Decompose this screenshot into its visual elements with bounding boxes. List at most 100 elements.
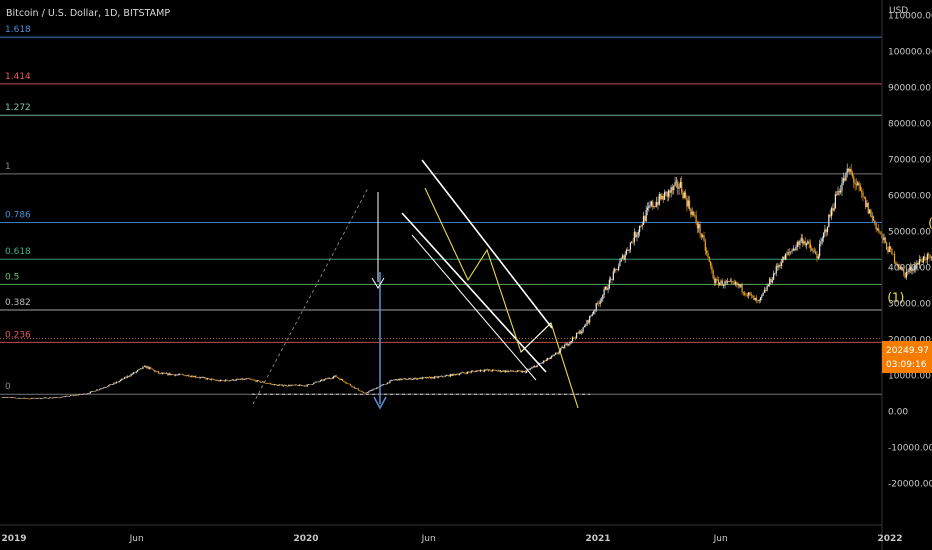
candle-body-476 [627,249,629,251]
candle-body-305 [402,378,404,380]
candle-body-699 [920,259,922,262]
price-axis[interactable]: 110000.00 100000.00 90000.00 80000.00 70000.… [881,0,932,550]
candle-body-437 [575,332,578,339]
candle-body-646 [850,169,852,173]
candle-body-510 [671,187,674,191]
candle-body-265 [349,384,352,386]
candle-body-22 [30,398,32,399]
candle-body-73 [97,389,99,391]
candle-body-597 [786,254,788,255]
candle-body-245 [323,379,325,381]
candle-body-540 [711,265,713,271]
candle-body-173 [229,380,231,382]
candle-body-667 [878,228,880,232]
candle-body-385 [507,370,509,372]
y-tick-label-12: -10000.00 [888,444,932,454]
candle-body-180 [238,379,240,380]
candle-body-593 [780,262,783,267]
candle-body-6 [9,397,11,398]
candle-body-188 [248,378,250,380]
candle-body-233 [307,384,310,385]
candle-body-633 [833,208,835,211]
candle-body-571 [752,295,754,297]
candle-body-212 [280,384,282,386]
candle-body-313 [413,378,415,380]
candle-body-370 [487,369,490,371]
candle-body-594 [782,256,784,263]
y-tick-label-0: 110000.00 [888,12,932,22]
fib-label-5: 0.618 [5,247,31,257]
candle-body-376 [495,370,497,372]
candle-body-255 [336,377,338,378]
candle-body-317 [418,378,420,379]
candle-body-225 [297,385,299,386]
price-tag-value: 20249.97 [886,346,929,356]
candle-body-695 [914,265,917,269]
candle-body-345 [455,374,457,376]
fib-label-4: 0.786 [5,211,31,221]
candle-body-238 [314,382,316,383]
candle-body-664 [874,220,876,224]
candle-body-181 [239,379,241,381]
candle-body-281 [370,390,373,391]
candle-body-486 [640,225,642,227]
candle-body-399 [526,370,528,373]
candle-body-610 [803,241,805,244]
candle-body-279 [368,391,370,393]
candle-body-23 [31,398,34,399]
candle-body-185 [244,378,247,380]
candle-body-125 [165,373,168,374]
candle-body-112 [148,367,151,369]
candle-body-439 [578,331,580,334]
candle-body-488 [642,216,645,225]
candle-body-267 [352,386,354,388]
candle-body-652 [858,182,860,186]
fib-label-3: 1 [5,162,11,172]
candle-body-528 [695,215,697,224]
candle-body-187 [247,378,249,379]
candle-body-337 [444,375,446,377]
candle-body-208 [275,384,277,385]
candle-body-37 [50,397,52,399]
candle-body-458 [603,289,605,296]
candle-body-88 [117,381,119,383]
candle-body-295 [389,380,391,383]
candle-body-189 [250,379,252,380]
candle-body-492 [648,205,650,208]
candle-body-415 [547,357,549,360]
candle-body-603 [794,248,796,251]
candle-body-119 [158,371,160,374]
candle-body-681 [896,264,898,265]
candle-body-200 [264,382,266,384]
candle-body-178 [235,379,237,381]
candle-body-151 [200,377,202,378]
candle-body-543 [715,279,717,284]
candle-body-82 [109,384,111,386]
candle-body-683 [899,267,901,270]
candle-body-483 [636,234,638,238]
candle-body-503 [662,195,664,200]
candle-body-624 [821,238,823,242]
y-tick-label-3: 80000.00 [888,120,931,130]
candle-body-644 [847,168,850,172]
candle-body-519 [683,192,685,199]
candle-body-266 [351,385,353,387]
candle-body-154 [204,377,206,378]
wave-label-1: (2) [928,216,932,230]
candle-body-108 [143,366,145,367]
candle-body-59 [79,394,81,395]
candle-body-148 [196,377,198,378]
candle-body-554 [729,280,731,282]
candle-body-525 [691,211,693,215]
candle-body-175 [231,379,233,381]
candle-body-443 [583,326,586,328]
candle-body-169 [223,380,225,382]
candle-body-194 [256,380,258,382]
candle-body-293 [386,382,388,385]
candle-body-529 [696,223,699,229]
candle-body-650 [855,184,858,186]
candle-body-311 [410,378,412,380]
candle-body-697 [917,262,919,265]
time-axis[interactable]: 2019Jun2020Jun2021Jun2022Jun2023JunNov [0,524,932,544]
